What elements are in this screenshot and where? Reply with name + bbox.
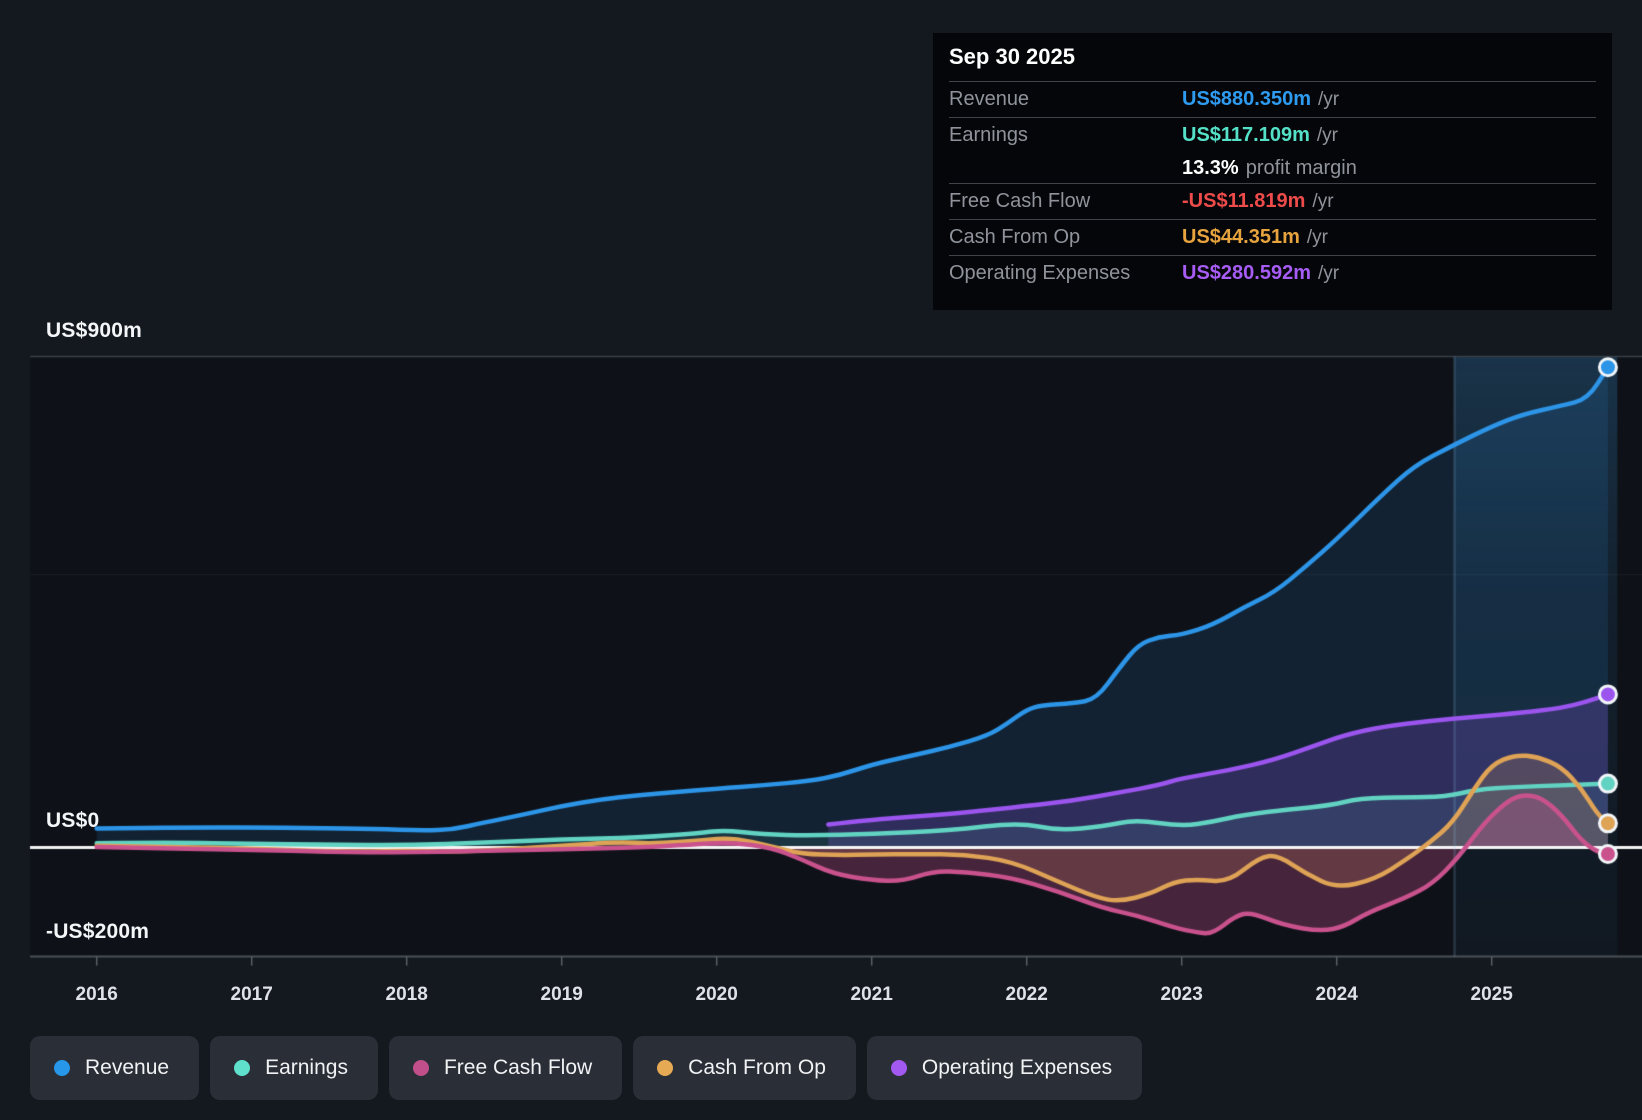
tooltip-row-profit-margin: 13.3% profit margin [949, 153, 1596, 183]
earnings-dot-icon [234, 1060, 250, 1076]
y-axis-label-neg200m: -US$200m [46, 920, 149, 944]
tooltip-label: Free Cash Flow [949, 190, 1182, 213]
x-axis-label: 2017 [231, 984, 273, 1006]
tooltip-row-revenue: Revenue US$880.350m /yr [949, 81, 1596, 117]
legend-label: Cash From Op [688, 1056, 826, 1080]
x-axis-label: 2022 [1006, 984, 1048, 1006]
tooltip-label: Revenue [949, 88, 1182, 111]
x-axis-label: 2023 [1161, 984, 1203, 1006]
legend-cash-from-op[interactable]: Cash From Op [633, 1036, 856, 1100]
y-axis-label-900m: US$900m [46, 319, 142, 343]
profit-margin-value: 13.3% [1182, 157, 1239, 180]
x-axis-label: 2016 [76, 984, 118, 1006]
x-axis-label: 2021 [851, 984, 893, 1006]
tooltip-row-earnings: Earnings US$117.109m /yr [949, 117, 1596, 153]
tooltip-value: -US$11.819m [1182, 190, 1305, 213]
revenue-dot-icon [54, 1060, 70, 1076]
y-axis-label-0: US$0 [46, 809, 99, 833]
tooltip-suffix: /yr [1307, 227, 1328, 249]
tooltip-suffix: /yr [1318, 89, 1339, 111]
profit-margin-label: profit margin [1246, 157, 1357, 180]
legend-operating-expenses[interactable]: Operating Expenses [867, 1036, 1142, 1100]
x-axis-label: 2019 [541, 984, 583, 1006]
legend-revenue[interactable]: Revenue [30, 1036, 199, 1100]
legend-earnings[interactable]: Earnings [210, 1036, 378, 1100]
free-cash-flow-dot-icon [413, 1060, 429, 1076]
tooltip-suffix: /yr [1312, 191, 1333, 213]
tooltip-suffix: /yr [1317, 125, 1338, 147]
chart-canvas[interactable] [0, 295, 1642, 985]
x-axis-label: 2020 [696, 984, 738, 1006]
tooltip-suffix: /yr [1318, 263, 1339, 285]
tooltip-label: Earnings [949, 124, 1182, 147]
x-axis-label: 2025 [1471, 984, 1513, 1006]
tooltip-row-cash-from-op: Cash From Op US$44.351m /yr [949, 219, 1596, 255]
legend: Revenue Earnings Free Cash Flow Cash Fro… [30, 1036, 1142, 1100]
tooltip-label: Cash From Op [949, 226, 1182, 249]
tooltip-date: Sep 30 2025 [949, 33, 1596, 81]
x-axis-label: 2018 [386, 984, 428, 1006]
tooltip-panel: Sep 30 2025 Revenue US$880.350m /yr Earn… [933, 33, 1612, 310]
cash-from-op-dot-icon [657, 1060, 673, 1076]
tooltip-value: US$880.350m [1182, 88, 1311, 111]
legend-free-cash-flow[interactable]: Free Cash Flow [389, 1036, 622, 1100]
legend-label: Earnings [265, 1056, 348, 1080]
tooltip-value: US$117.109m [1182, 124, 1310, 147]
tooltip-row-free-cash-flow: Free Cash Flow -US$11.819m /yr [949, 183, 1596, 219]
legend-label: Operating Expenses [922, 1056, 1112, 1080]
legend-label: Revenue [85, 1056, 169, 1080]
x-axis-label: 2024 [1316, 984, 1358, 1006]
tooltip-value: US$280.592m [1182, 262, 1311, 285]
operating-expenses-dot-icon [891, 1060, 907, 1076]
tooltip-label: Operating Expenses [949, 262, 1182, 285]
tooltip-row-operating-expenses: Operating Expenses US$280.592m /yr [949, 255, 1596, 291]
tooltip-value: US$44.351m [1182, 226, 1300, 249]
legend-label: Free Cash Flow [444, 1056, 592, 1080]
